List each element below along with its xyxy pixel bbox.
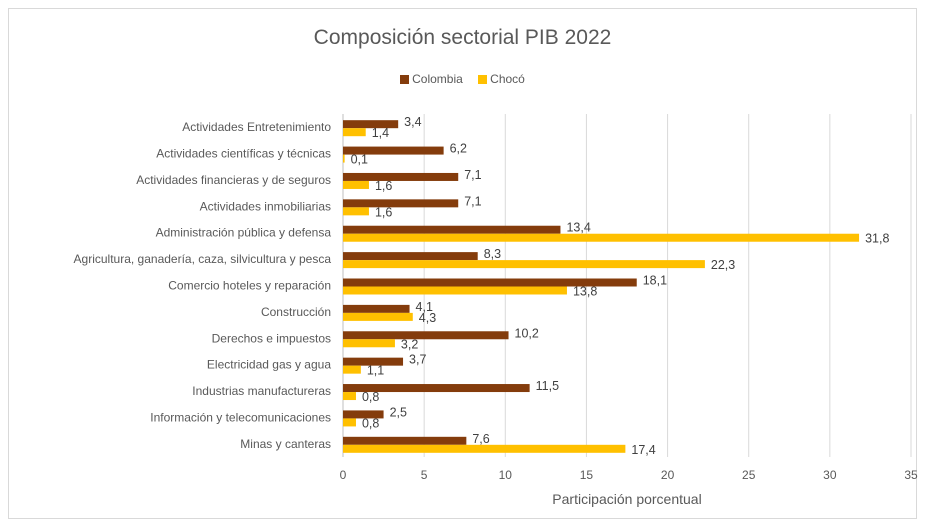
- data-label-choco: 1,1: [367, 364, 384, 378]
- chart-title: Composición sectorial PIB 2022: [313, 26, 612, 49]
- category-label: Actividades Entretenimiento: [182, 120, 331, 134]
- category-label: Construcción: [261, 305, 331, 319]
- bar-colombia: [343, 304, 410, 313]
- bar-colombia: [343, 357, 404, 366]
- legend-item-colombia: Colombia: [400, 72, 463, 86]
- category-label: Comercio hoteles y reparación: [168, 279, 331, 293]
- data-label-colombia: 11,5: [536, 379, 559, 393]
- bar-colombia: [343, 120, 399, 129]
- data-label-choco: 13,8: [573, 285, 597, 299]
- data-label-choco: 3,2: [401, 337, 418, 351]
- bar-colombia: [343, 225, 561, 234]
- bar-colombia: [343, 278, 637, 287]
- bar-choco: [343, 286, 567, 295]
- data-label-choco: 0,1: [351, 153, 368, 167]
- data-label-choco: 17,4: [631, 443, 655, 457]
- bar-choco: [343, 260, 705, 269]
- x-axis-title: Participación porcentual: [552, 491, 702, 507]
- category-label: Información y telecomunicaciones: [150, 410, 331, 424]
- data-label-colombia: 8,3: [484, 247, 501, 261]
- bar-colombia: [343, 172, 459, 181]
- x-tick-label: 30: [823, 468, 837, 482]
- bar-colombia: [343, 331, 509, 340]
- data-label-choco: 4,3: [419, 311, 436, 325]
- legend-swatch-choco: [478, 75, 488, 84]
- bar-colombia: [343, 436, 467, 445]
- data-label-colombia: 10,2: [515, 326, 539, 340]
- bar-choco: [343, 392, 356, 401]
- data-label-colombia: 6,2: [450, 142, 467, 156]
- bar-colombia: [343, 384, 530, 393]
- data-label-choco: 0,8: [362, 416, 379, 430]
- x-tick-label: 25: [742, 468, 756, 482]
- bar-choco: [343, 444, 626, 453]
- data-label-colombia: 7,1: [464, 194, 481, 208]
- bar-choco: [343, 365, 361, 374]
- category-label: Actividades financieras y de seguros: [136, 173, 331, 187]
- data-label-choco: 31,8: [865, 232, 889, 246]
- x-tick-label: 0: [340, 468, 347, 482]
- data-label-choco: 1,4: [372, 126, 389, 140]
- category-label: Derechos e impuestos: [212, 331, 331, 345]
- category-label: Actividades científicas y técnicas: [156, 147, 331, 161]
- bar-choco: [343, 207, 369, 216]
- bar-colombia: [343, 199, 459, 208]
- legend: Colombia Chocó: [0, 72, 925, 86]
- legend-item-choco: Chocó: [478, 72, 525, 86]
- data-label-colombia: 2,5: [390, 405, 407, 419]
- data-label-colombia: 18,1: [643, 274, 667, 288]
- data-label-colombia: 3,4: [404, 115, 421, 129]
- data-label-colombia: 7,1: [464, 168, 481, 182]
- x-tick-label: 15: [580, 468, 594, 482]
- data-label-colombia: 7,6: [472, 432, 489, 446]
- bar-choco: [343, 180, 369, 189]
- legend-label-colombia: Colombia: [412, 72, 463, 86]
- bar-choco: [343, 339, 395, 348]
- x-tick-label: 20: [661, 468, 675, 482]
- category-label: Electricidad gas y agua: [207, 358, 331, 372]
- category-label: Minas y canteras: [240, 437, 331, 451]
- data-label-choco: 22,3: [711, 258, 735, 272]
- bar-colombia: [343, 410, 384, 419]
- data-label-choco: 1,6: [375, 179, 392, 193]
- x-tick-label: 10: [499, 468, 513, 482]
- legend-label-choco: Chocó: [490, 72, 525, 86]
- bar-colombia: [343, 252, 478, 261]
- category-label: Industrias manufactureras: [192, 384, 331, 398]
- bar-choco: [343, 418, 356, 427]
- data-label-colombia: 3,7: [409, 353, 426, 367]
- data-label-choco: 1,6: [375, 205, 392, 219]
- bar-choco: [343, 128, 366, 137]
- legend-swatch-colombia: [400, 75, 410, 84]
- bar-choco: [343, 312, 413, 321]
- data-label-colombia: 4,1: [416, 300, 433, 314]
- x-tick-label: 35: [904, 468, 918, 482]
- data-label-colombia: 13,4: [566, 221, 590, 235]
- bar-choco: [343, 233, 860, 242]
- category-label: Agricultura, ganadería, caza, silvicultu…: [74, 252, 332, 266]
- category-label: Administración pública y defensa: [156, 226, 332, 240]
- bar-colombia: [343, 146, 444, 155]
- x-tick-label: 5: [421, 468, 428, 482]
- bar-choco: [343, 154, 345, 163]
- data-label-choco: 0,8: [362, 390, 379, 404]
- category-label: Actividades inmobiliarias: [200, 199, 331, 213]
